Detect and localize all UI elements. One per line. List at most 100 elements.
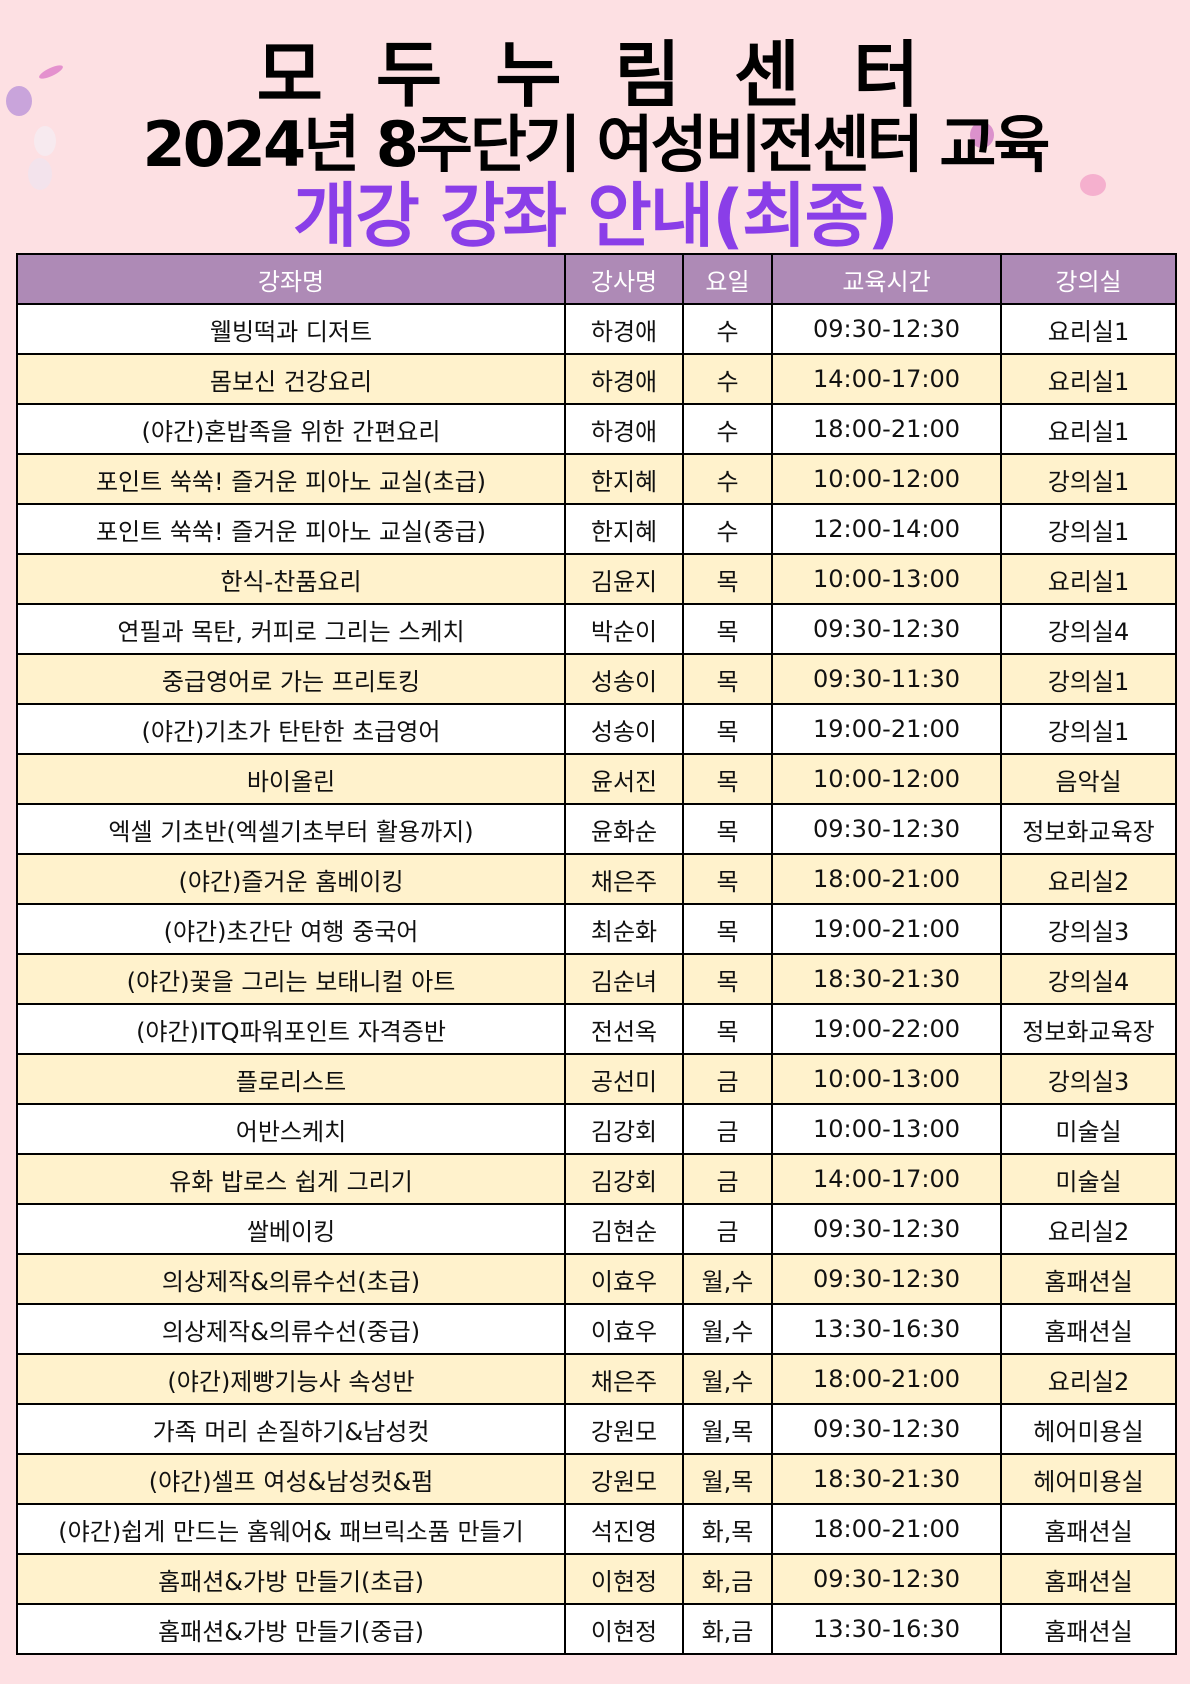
time-cell: 19:00-22:00	[771, 1003, 1002, 1055]
instructor-cell: 최순화	[564, 903, 684, 955]
time-cell: 18:00-21:00	[771, 853, 1002, 905]
table-row: 포인트 쑥쑥! 즐거운 피아노 교실(중급) 한지혜 수 12:00-14:00 강의실…	[16, 503, 1177, 555]
time-cell: 09:30-12:30	[771, 603, 1002, 655]
course-name-cell: 엑셀 기초반(엑셀기초부터 활용까지)	[16, 803, 566, 855]
day-cell: 수	[682, 353, 773, 405]
course-name-cell: 중급영어로 가는 프리토킹	[16, 653, 566, 705]
table-row: 플로리스트 공선미 금 10:00-13:00 강의실3	[16, 1053, 1177, 1105]
time-cell: 18:00-21:00	[771, 1503, 1002, 1555]
room-cell: 음악실	[1000, 753, 1177, 805]
course-name-cell: 웰빙떡과 디저트	[16, 303, 566, 355]
room-cell: 요리실2	[1000, 1353, 1177, 1405]
time-cell: 13:30-16:30	[771, 1303, 1002, 1355]
column-header-day: 요일	[682, 253, 773, 305]
table-row: 한식-찬품요리 김윤지 목 10:00-13:00 요리실1	[16, 553, 1177, 605]
course-name-cell: 홈패션&가방 만들기(중급)	[16, 1603, 566, 1655]
instructor-cell: 김현순	[564, 1203, 684, 1255]
course-name-cell: (야간)혼밥족을 위한 간편요리	[16, 403, 566, 455]
day-cell: 화,목	[682, 1503, 773, 1555]
day-cell: 목	[682, 903, 773, 955]
decorative-petal	[28, 158, 52, 190]
room-cell: 미술실	[1000, 1103, 1177, 1155]
table-row: 중급영어로 가는 프리토킹 성송이 목 09:30-11:30 강의실1	[16, 653, 1177, 705]
course-name-cell: (야간)초간단 여행 중국어	[16, 903, 566, 955]
course-name-cell: (야간)셀프 여성&남성컷&펌	[16, 1453, 566, 1505]
day-cell: 수	[682, 403, 773, 455]
day-cell: 수	[682, 453, 773, 505]
instructor-cell: 윤화순	[564, 803, 684, 855]
course-name-cell: 가족 머리 손질하기&남성컷	[16, 1403, 566, 1455]
course-name-cell: (야간)즐거운 홈베이킹	[16, 853, 566, 905]
table-row: 연필과 목탄, 커피로 그리는 스케치 박순이 목 09:30-12:30 강의실4	[16, 603, 1177, 655]
room-cell: 요리실1	[1000, 353, 1177, 405]
day-cell: 월,수	[682, 1303, 773, 1355]
column-header-instructor: 강사명	[564, 253, 684, 305]
room-cell: 강의실3	[1000, 1053, 1177, 1105]
notice-title: 개강 강좌 안내(최종)	[293, 175, 899, 257]
instructor-cell: 강원모	[564, 1403, 684, 1455]
room-cell: 요리실2	[1000, 1203, 1177, 1255]
instructor-cell: 이효우	[564, 1303, 684, 1355]
day-cell: 월,목	[682, 1403, 773, 1455]
table-row: 의상제작&의류수선(초급) 이효우 월,수 09:30-12:30 홈패션실	[16, 1253, 1177, 1305]
room-cell: 요리실1	[1000, 303, 1177, 355]
center-name-title: 모 두 누 림 센 터	[256, 33, 934, 117]
course-name-cell: (야간)제빵기능사 속성반	[16, 1353, 566, 1405]
course-name-cell: (야간)꽃을 그리는 보태니컬 아트	[16, 953, 566, 1005]
instructor-cell: 채은주	[564, 1353, 684, 1405]
day-cell: 월,목	[682, 1453, 773, 1505]
room-cell: 헤어미용실	[1000, 1453, 1177, 1505]
column-header-course-name: 강좌명	[16, 253, 566, 305]
time-cell: 14:00-17:00	[771, 353, 1002, 405]
decorative-petal	[1080, 174, 1106, 196]
time-cell: 09:30-11:30	[771, 653, 1002, 705]
table-row: (야간)혼밥족을 위한 간편요리 하경애 수 18:00-21:00 요리실1	[16, 403, 1177, 455]
course-name-cell: (야간)쉽게 만드는 홈웨어& 패브릭소품 만들기	[16, 1503, 566, 1555]
instructor-cell: 강원모	[564, 1453, 684, 1505]
course-name-cell: 유화 밥로스 쉽게 그리기	[16, 1153, 566, 1205]
time-cell: 10:00-12:00	[771, 753, 1002, 805]
time-cell: 09:30-12:30	[771, 303, 1002, 355]
room-cell: 미술실	[1000, 1153, 1177, 1205]
course-name-cell: 어반스케치	[16, 1103, 566, 1155]
time-cell: 09:30-12:30	[771, 1203, 1002, 1255]
room-cell: 홈패션실	[1000, 1503, 1177, 1555]
table-row: 엑셀 기초반(엑셀기초부터 활용까지) 윤화순 목 09:30-12:30 정보화교육장	[16, 803, 1177, 855]
table-row: 홈패션&가방 만들기(초급) 이현정 화,금 09:30-12:30 홈패션실	[16, 1553, 1177, 1605]
instructor-cell: 채은주	[564, 853, 684, 905]
room-cell: 헤어미용실	[1000, 1403, 1177, 1455]
day-cell: 금	[682, 1203, 773, 1255]
room-cell: 홈패션실	[1000, 1603, 1177, 1655]
table-row: 쌀베이킹 김현순 금 09:30-12:30 요리실2	[16, 1203, 1177, 1255]
room-cell: 홈패션실	[1000, 1303, 1177, 1355]
table-row: (야간)즐거운 홈베이킹 채은주 목 18:00-21:00 요리실2	[16, 853, 1177, 905]
instructor-cell: 이효우	[564, 1253, 684, 1305]
day-cell: 목	[682, 1003, 773, 1055]
table-row: 가족 머리 손질하기&남성컷 강원모 월,목 09:30-12:30 헤어미용실	[16, 1403, 1177, 1455]
course-name-cell: (야간)기초가 탄탄한 초급영어	[16, 703, 566, 755]
room-cell: 강의실3	[1000, 903, 1177, 955]
course-name-cell: 의상제작&의류수선(초급)	[16, 1253, 566, 1305]
course-name-cell: 플로리스트	[16, 1053, 566, 1105]
table-row: (야간)셀프 여성&남성컷&펌 강원모 월,목 18:30-21:30 헤어미용실	[16, 1453, 1177, 1505]
time-cell: 19:00-21:00	[771, 903, 1002, 955]
time-cell: 18:00-21:00	[771, 1353, 1002, 1405]
time-cell: 10:00-13:00	[771, 1053, 1002, 1105]
instructor-cell: 김강회	[564, 1153, 684, 1205]
decorative-petal	[34, 126, 56, 156]
room-cell: 강의실1	[1000, 503, 1177, 555]
day-cell: 목	[682, 953, 773, 1005]
time-cell: 09:30-12:30	[771, 803, 1002, 855]
time-cell: 18:00-21:00	[771, 403, 1002, 455]
table-row: (야간)기초가 탄탄한 초급영어 성송이 목 19:00-21:00 강의실1	[16, 703, 1177, 755]
course-name-cell: 연필과 목탄, 커피로 그리는 스케치	[16, 603, 566, 655]
table-row: 포인트 쑥쑥! 즐거운 피아노 교실(초급) 한지혜 수 10:00-12:00 강의실…	[16, 453, 1177, 505]
day-cell: 월,수	[682, 1253, 773, 1305]
table-row: (야간)쉽게 만드는 홈웨어& 패브릭소품 만들기 석진영 화,목 18:00-21:…	[16, 1503, 1177, 1555]
table-row: 몸보신 건강요리 하경애 수 14:00-17:00 요리실1	[16, 353, 1177, 405]
room-cell: 강의실1	[1000, 653, 1177, 705]
day-cell: 금	[682, 1053, 773, 1105]
table-row: (야간)ITQ파워포인트 자격증반 전선옥 목 19:00-22:00 정보화교육장	[16, 1003, 1177, 1055]
time-cell: 14:00-17:00	[771, 1153, 1002, 1205]
instructor-cell: 하경애	[564, 303, 684, 355]
